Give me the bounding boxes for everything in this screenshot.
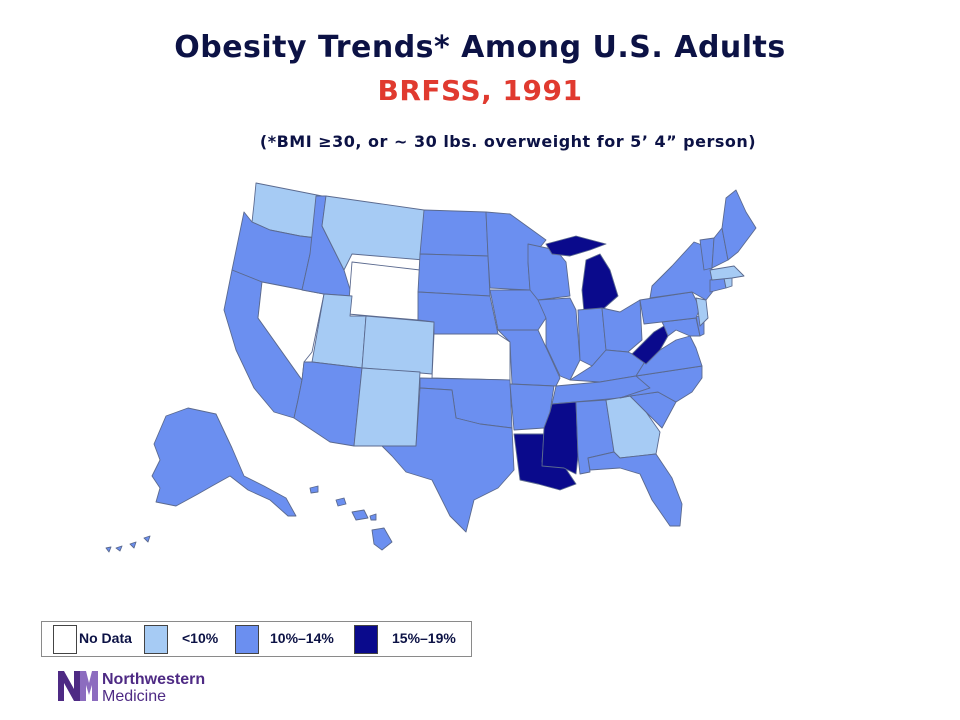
legend-swatch-no-data <box>53 625 77 654</box>
state-NM <box>353 367 421 447</box>
state-HI-island-4 <box>309 485 319 494</box>
northwestern-medicine-logo: Northwestern Medicine <box>58 671 258 705</box>
state-ME <box>721 189 757 261</box>
state-HI-island-1 <box>351 509 369 521</box>
legend-swatch-15-19 <box>354 625 378 654</box>
state-VA <box>635 335 703 377</box>
state-AK-island-2 <box>129 541 137 549</box>
state-HI <box>371 527 393 551</box>
state-HI-island-3 <box>369 513 377 521</box>
legend-label-lt10: <10% <box>182 630 219 646</box>
footnote: (*BMI ≥30, or ~ 30 lbs. overweight for 5… <box>259 132 757 151</box>
page-subtitle: BRFSS, 1991 <box>377 74 583 107</box>
page-title: Obesity Trends* Among U.S. Adults <box>174 30 786 65</box>
state-NJ <box>695 297 709 327</box>
state-SD <box>417 253 491 297</box>
legend-label-15-19: 15%–19% <box>392 630 456 646</box>
legend: No Data <10% 10%–14% 15%–19% <box>41 621 472 657</box>
state-AZ <box>293 361 363 447</box>
state-HI-island-2 <box>335 497 347 507</box>
state-AK-island-3 <box>115 545 123 552</box>
logo-line-2: Medicine <box>102 688 167 705</box>
state-AK <box>151 407 297 517</box>
state-AK-island-1 <box>143 535 151 543</box>
state-ND <box>419 209 489 257</box>
state-CO <box>361 315 435 375</box>
state-MA <box>709 265 745 281</box>
state-IA <box>489 289 547 331</box>
logo-line-1: Northwestern <box>102 671 206 688</box>
state-FL <box>587 451 683 527</box>
state-MI <box>545 235 619 313</box>
state-NC <box>619 365 703 403</box>
nm-logo-icon <box>58 671 98 701</box>
legend-label-no-data: No Data <box>79 630 132 646</box>
state-WY <box>347 261 421 321</box>
state-MO <box>497 329 561 387</box>
state-TX <box>381 387 515 533</box>
state-KS <box>431 333 511 381</box>
legend-swatch-lt10 <box>144 625 168 654</box>
legend-label-10-14: 10%–14% <box>270 630 334 646</box>
state-OH <box>601 299 643 353</box>
state-AK-island-4 <box>105 546 112 553</box>
legend-swatch-10-14 <box>235 625 259 654</box>
state-WV <box>631 325 669 365</box>
